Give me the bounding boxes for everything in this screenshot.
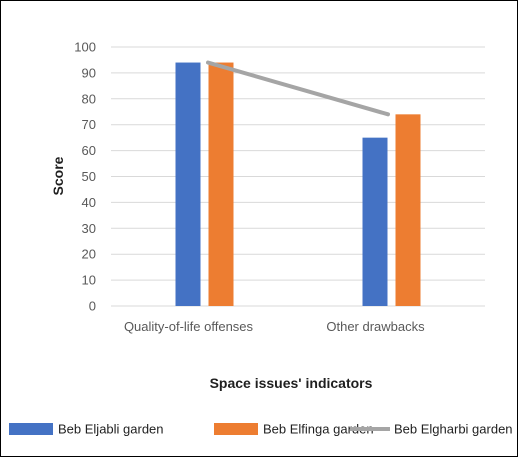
y-tick-label: 40: [82, 195, 96, 210]
y-tick-labels: 0 10 20 30 40 50 60 70 80 90 100: [74, 40, 96, 314]
bar-0-0: [175, 62, 201, 306]
y-tick-label: 100: [74, 40, 96, 55]
y-tick-label: 60: [82, 143, 96, 158]
line-series: [206, 60, 390, 117]
legend-label-1: Beb Elfinga garden: [263, 422, 374, 437]
bar-0-1: [362, 137, 388, 306]
y-tick-label: 10: [82, 273, 96, 288]
x-tick-label: Other drawbacks: [326, 319, 425, 334]
bar-1-1: [395, 114, 421, 306]
legend-label-2: Beb Elgharbi garden: [394, 422, 513, 437]
y-tick-label: 0: [89, 299, 96, 314]
legend-swatch-1: [214, 423, 258, 435]
y-tick-label: 50: [82, 169, 96, 184]
y-tick-label: 90: [82, 65, 96, 80]
bar-1-0: [208, 62, 234, 306]
x-tick-labels: Quality-of-life offenses Other drawbacks: [124, 319, 425, 334]
legend-label-0: Beb Eljabli garden: [58, 422, 164, 437]
y-tick-label: 70: [82, 117, 96, 132]
y-axis-title: Score: [50, 156, 66, 195]
y-tick-label: 20: [82, 247, 96, 262]
legend-swatch-0: [9, 423, 53, 435]
bars: [175, 62, 421, 306]
line-series-2: [206, 60, 390, 117]
legend: Beb Eljabli garden Beb Elfinga garden Beb …: [9, 422, 513, 437]
x-tick-label: Quality-of-life offenses: [124, 319, 254, 334]
y-tick-label: 30: [82, 221, 96, 236]
gridlines: [111, 46, 485, 307]
x-axis-title: Space issues' indicators: [210, 375, 373, 391]
y-tick-label: 80: [82, 91, 96, 106]
